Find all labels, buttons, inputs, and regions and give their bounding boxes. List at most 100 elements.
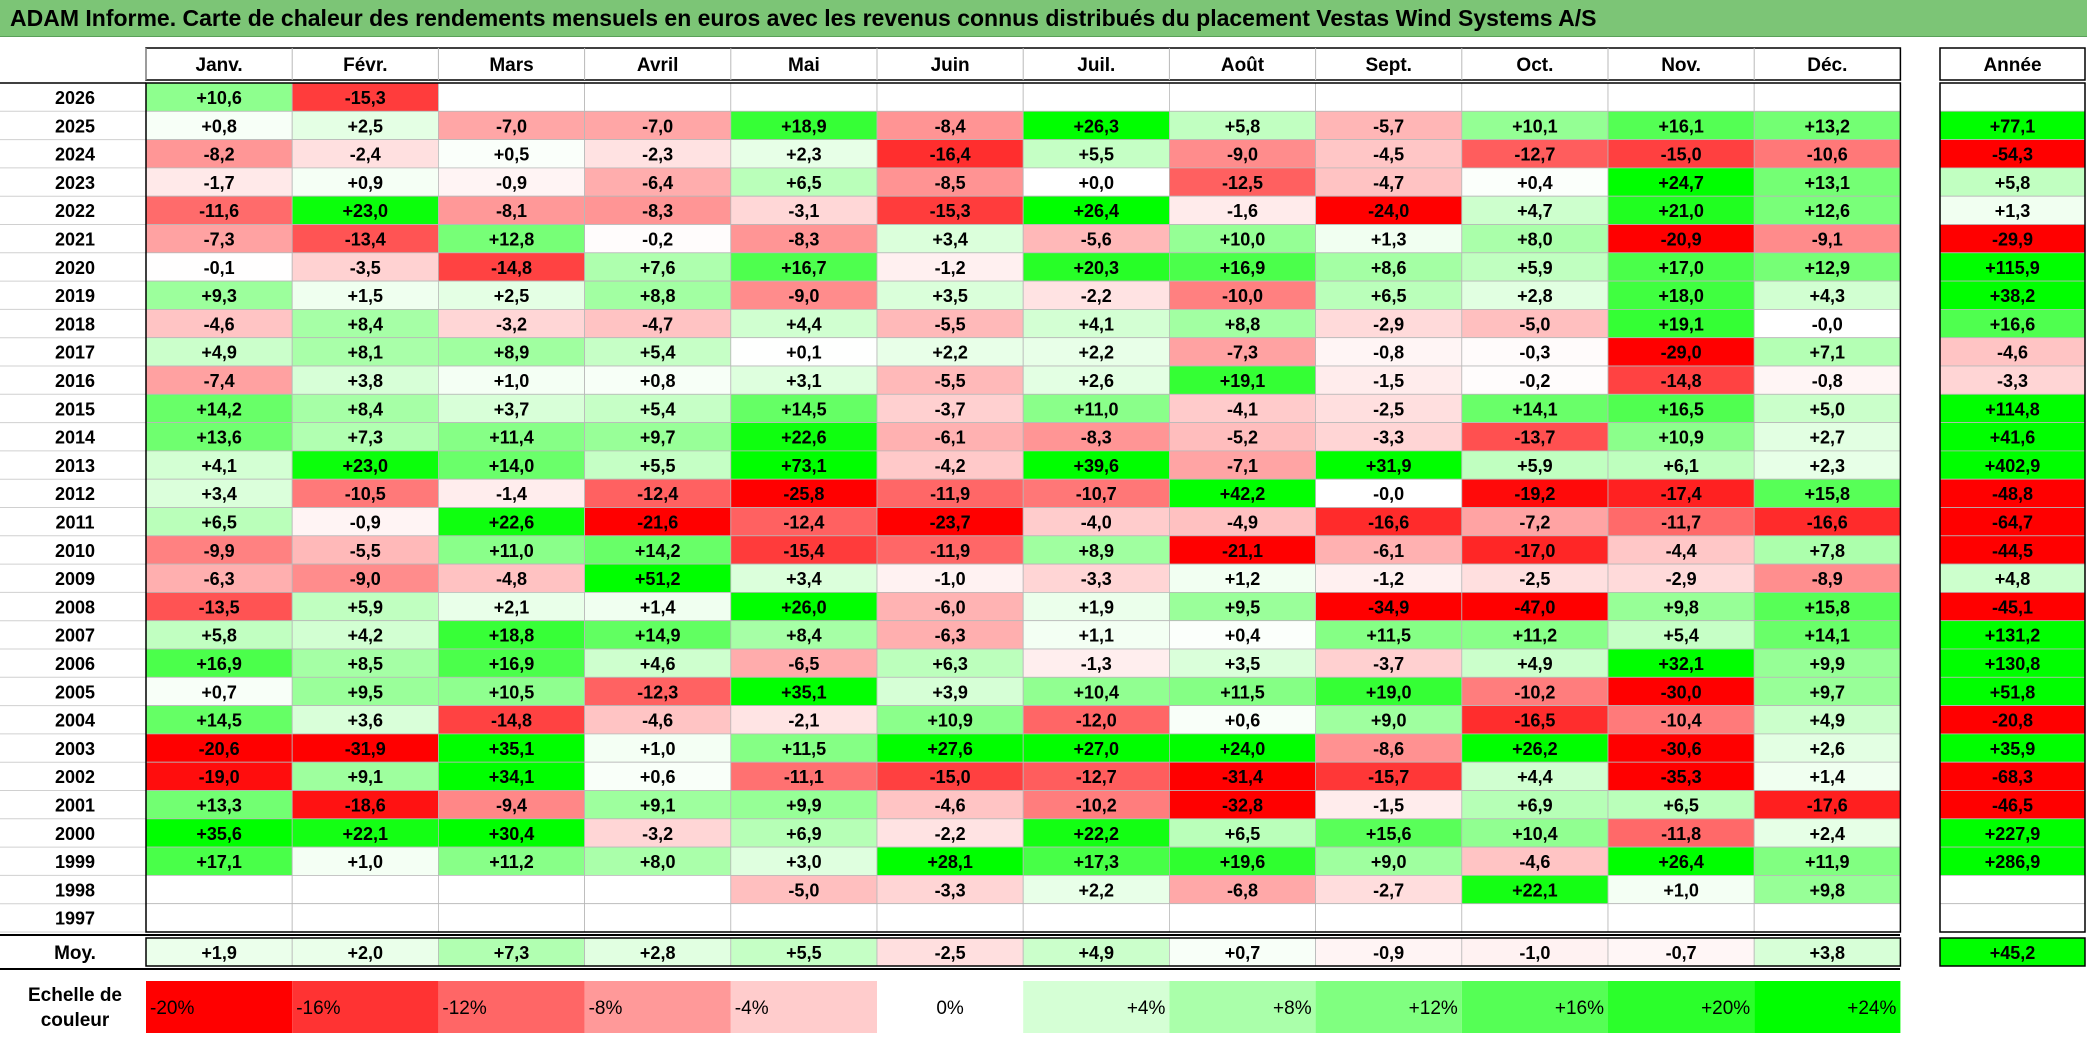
heat-cell <box>730 195 878 225</box>
row-label: 2000 <box>55 824 95 844</box>
cell-value: -4,5 <box>1373 145 1404 165</box>
heat-cell <box>1315 280 1463 310</box>
column-header: Févr. <box>343 55 387 76</box>
cell-value: +24,0 <box>1220 739 1266 759</box>
heat-cell <box>145 761 293 791</box>
cell-value: +18,9 <box>781 116 827 136</box>
cell-value: -3,7 <box>1373 654 1404 674</box>
average-value: +2,8 <box>640 943 676 963</box>
heat-cell <box>291 308 439 339</box>
cell-value: +4,4 <box>786 314 822 334</box>
cell-value: +0,8 <box>201 116 237 136</box>
heat-cell <box>1169 790 1317 820</box>
cell-value: +20,3 <box>1074 258 1120 278</box>
cell-value: +6,5 <box>1225 824 1261 844</box>
heat-cell <box>437 252 585 282</box>
year-cell <box>1939 82 2086 112</box>
heat-cell <box>291 252 439 282</box>
cell-value: -11,9 <box>930 541 970 561</box>
cell-value: +14,2 <box>635 541 681 561</box>
cell-value: -8,2 <box>204 145 235 165</box>
year-cell <box>1939 393 2086 423</box>
row-label: 2015 <box>55 399 95 419</box>
cell-value: -3,1 <box>788 201 819 221</box>
heat-cell <box>876 450 1024 480</box>
cell-value: +11,0 <box>1074 399 1119 419</box>
heat-cell <box>145 705 293 735</box>
cell-value: -14,8 <box>491 258 532 278</box>
cell-value: -4,4 <box>1666 541 1697 561</box>
column-headers: Janv. Févr. Mars Avril Mai Juin Juil. Août Sept.… <box>145 47 2086 81</box>
heat-cell <box>145 592 293 622</box>
year-cell <box>1939 139 2086 169</box>
heat-cell <box>1607 139 1755 169</box>
cell-value: +3,6 <box>348 711 384 731</box>
heat-cell <box>1315 846 1463 876</box>
heat-cell <box>876 110 1024 141</box>
cell-value: +9,1 <box>348 767 384 787</box>
heat-cell <box>876 733 1024 763</box>
heat-cell <box>1607 676 1755 706</box>
heat-cell <box>1753 308 1901 339</box>
cell-value: -1,6 <box>1227 201 1258 221</box>
heat-cell <box>145 252 293 282</box>
cell-value: +11,0 <box>489 541 534 561</box>
heat-cell <box>291 393 439 423</box>
heat-cell <box>1607 308 1755 339</box>
year-cell <box>1939 875 2086 905</box>
heat-cell <box>1022 167 1170 197</box>
cell-value: -4,1 <box>1227 399 1258 419</box>
column-header: Juin <box>931 55 970 76</box>
heat-cell <box>1315 224 1463 254</box>
heat-cell <box>876 365 1024 395</box>
heat-cell <box>1169 393 1317 423</box>
cell-value: -12,0 <box>1076 711 1117 731</box>
row-label: 2023 <box>55 173 95 193</box>
cell-value: +6,5 <box>201 513 237 533</box>
heat-cell <box>876 846 1024 876</box>
heat-cell <box>145 620 293 650</box>
cell-value: -18,6 <box>345 796 386 816</box>
cell-value: +3,0 <box>786 852 822 872</box>
year-cell <box>1939 846 2086 876</box>
cell-value: +4,9 <box>1810 711 1846 731</box>
year-value: +5,8 <box>1995 173 2031 193</box>
heat-cell <box>1315 592 1463 622</box>
heat-cell <box>730 422 878 452</box>
heat-cell <box>1461 422 1609 452</box>
cell-value: -12,7 <box>1514 145 1555 165</box>
cell-value: +0,8 <box>640 371 676 391</box>
cell-value: +14,5 <box>196 711 242 731</box>
cell-value: +0,0 <box>1079 173 1115 193</box>
heat-cell <box>1169 478 1317 508</box>
cell-value: -10,2 <box>1514 682 1555 702</box>
heat-cell <box>730 733 878 763</box>
cell-value: +9,9 <box>786 796 822 816</box>
cell-value: +2,3 <box>786 145 822 165</box>
heat-cell <box>437 592 585 622</box>
heat-cell <box>1607 903 1755 933</box>
cell-value: +19,1 <box>1220 371 1266 391</box>
year-value: -46,5 <box>1992 796 2033 816</box>
heat-cell <box>1753 875 1901 905</box>
table-row: 2003 -20,6 -31,9 +35,1 +1,0 +11,5 +27,6 +27,0 +2… <box>0 733 2086 763</box>
cell-value: +3,4 <box>932 230 968 250</box>
heat-cell <box>291 875 439 905</box>
cell-value: -16,6 <box>1368 513 1409 533</box>
heat-cell <box>437 620 585 650</box>
year-header-box <box>1939 47 2086 81</box>
cell-value: +26,3 <box>1074 116 1120 136</box>
heat-cell <box>1169 875 1317 905</box>
heat-cell <box>291 450 439 480</box>
cell-value: +35,1 <box>781 682 827 702</box>
cell-value: +8,5 <box>348 654 384 674</box>
cell-value: +0,4 <box>1517 173 1553 193</box>
row-label: 2005 <box>55 682 95 702</box>
heat-cell <box>1315 507 1463 537</box>
cell-value: +2,3 <box>1810 456 1846 476</box>
scale-swatch <box>146 981 293 1033</box>
cell-value: +8,9 <box>494 343 530 363</box>
table-row: 2000 +35,6 +22,1 +30,4 -3,2 +6,9 -2,2 +22,2 +6,5… <box>0 818 2086 848</box>
cell-value: +26,4 <box>1658 852 1704 872</box>
cell-value: -15,0 <box>930 767 971 787</box>
